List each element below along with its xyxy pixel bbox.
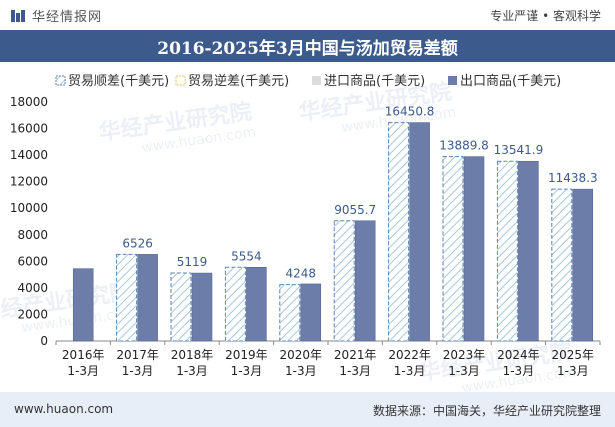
surplus-bar: [116, 253, 138, 342]
x-tick-label-line: 1-3月: [176, 364, 208, 378]
legend: 贸易顺差(千美元) 贸易逆差(千美元) 进口商品(千美元) 出口商品(千美元): [55, 73, 561, 89]
x-tick-label-line: 1-3月: [122, 364, 154, 378]
x-tick-label: 2022年 1-3月: [388, 348, 431, 378]
x-tick-label: 2024年 1-3月: [497, 348, 540, 378]
x-tick-label-line: 1-3月: [503, 364, 535, 378]
data-label: 6526: [122, 236, 153, 250]
x-tick-label-line: 1-3月: [339, 364, 371, 378]
x-tick-label-line: 2025年: [552, 348, 595, 362]
surplus-bar: [333, 220, 355, 342]
x-tick-label-line: 2016年: [62, 348, 105, 362]
footer-source: 数据来源：中国海关，华经产业研究院整理: [372, 404, 601, 418]
data-label: 13889.8: [439, 139, 489, 153]
y-tick-label: 12000: [10, 175, 48, 189]
export-bar: [72, 268, 94, 342]
export-bar: [518, 160, 539, 342]
surplus-bar: [224, 266, 246, 342]
x-tick-label-line: 2018年: [171, 348, 214, 362]
y-tick-label: 0: [40, 334, 48, 348]
y-tick-label: 16000: [10, 122, 48, 136]
footer-url: www.huaon.com: [14, 402, 114, 416]
data-label: 11438.3: [548, 171, 598, 185]
legend-swatch-deficit: [175, 75, 186, 86]
legend-label: 贸易逆差(千美元): [188, 73, 289, 89]
legend-swatch-surplus: [55, 75, 66, 86]
data-label: 4248: [286, 267, 317, 281]
x-tick-label: 2023年 1-3月: [443, 348, 486, 378]
data-label: 16450.8: [385, 105, 435, 119]
data-labels: 6526 5119 5554 4248 9055.7 16450.8 13889.8 1354…: [122, 105, 597, 281]
x-tick-label: 2021年 1-3月: [334, 348, 377, 378]
chart-title: 2016-2025年3月中国与汤加贸易差额: [157, 38, 458, 59]
brand-logo-icon: [11, 9, 25, 22]
x-tick-label-line: 2024年: [497, 348, 540, 362]
export-bar: [137, 254, 158, 342]
legend-label: 出口商品(千美元): [460, 74, 561, 89]
x-tick-label-line: 1-3月: [67, 364, 99, 378]
x-tick-label: 2025年 1-3月: [552, 348, 595, 378]
export-bar: [463, 156, 485, 342]
export-bar: [191, 272, 213, 342]
surplus-bar: [170, 272, 192, 342]
x-tick-label: 2016年 1-3月: [62, 348, 105, 378]
slogan: 专业严谨 • 客观科学: [490, 9, 601, 23]
x-tick-label: 2017年 1-3月: [116, 348, 159, 378]
y-tick-label: 10000: [10, 201, 48, 215]
title-bar: 2016-2025年3月中国与汤加贸易差额: [0, 30, 615, 62]
data-label: 5119: [177, 255, 208, 269]
x-tick-label-line: 2022年: [388, 348, 431, 362]
y-tick-label: 6000: [17, 254, 48, 268]
legend-swatch-import: [312, 76, 321, 85]
brand: 华经情报网: [10, 6, 102, 25]
surplus-bar: [496, 160, 518, 342]
x-tick-label-line: 1-3月: [394, 364, 426, 378]
export-bar: [409, 122, 430, 342]
y-tick-label: 8000: [17, 228, 48, 242]
x-tick-label-line: 1-3月: [231, 364, 263, 378]
y-tick-label: 14000: [10, 148, 48, 162]
legend-label: 贸易顺差(千美元): [68, 74, 169, 89]
y-tick-label: 2000: [17, 307, 48, 321]
legend-label: 进口商品(千美元): [324, 74, 425, 89]
x-tick-label-line: 1-3月: [448, 364, 480, 378]
x-tick-label-line: 2021年: [334, 348, 377, 362]
x-tick-label: 2020年 1-3月: [280, 348, 323, 378]
x-tick-label-line: 2020年: [280, 348, 323, 362]
export-bar: [354, 220, 376, 342]
data-label: 13541.9: [494, 143, 544, 157]
surplus-bar: [388, 122, 410, 342]
surplus-bar: [442, 156, 464, 342]
y-tick-label: 4000: [17, 281, 48, 295]
bars: [72, 122, 594, 342]
x-tick-label: 2018年 1-3月: [171, 348, 214, 378]
x-tick-label: 2019年 1-3月: [225, 348, 268, 378]
data-label: 9055.7: [334, 203, 376, 217]
axes: 0 2000 4000 6000 8000 10000 12000 14000 16000 180…: [10, 95, 601, 378]
top-bar: 华经情报网 专业严谨 • 客观科学: [0, 0, 615, 30]
export-bar: [246, 267, 267, 342]
data-label: 5554: [231, 249, 262, 263]
footer: www.huaon.com 数据来源：中国海关，华经产业研究院整理: [0, 392, 615, 427]
watermark-layer: 华经产业研究院www.huaon.com华经产业研究院www.huaon.com…: [0, 79, 577, 392]
surplus-bar: [279, 284, 301, 342]
x-tick-label-line: 2019年: [225, 348, 268, 362]
y-tick-label: 18000: [10, 95, 48, 109]
chart: 华经产业研究院www.huaon.com华经产业研究院www.huaon.com…: [0, 73, 601, 392]
export-bar: [300, 283, 322, 342]
export-bar: [572, 188, 594, 342]
brand-name: 华经情报网: [32, 10, 103, 25]
x-tick-label-line: 2023年: [443, 348, 486, 362]
legend-swatch-export: [448, 76, 457, 85]
surplus-bar: [551, 188, 573, 342]
x-tick-label-line: 2017年: [116, 348, 159, 362]
x-tick-label-line: 1-3月: [285, 364, 317, 378]
x-tick-label-line: 1-3月: [557, 364, 589, 378]
